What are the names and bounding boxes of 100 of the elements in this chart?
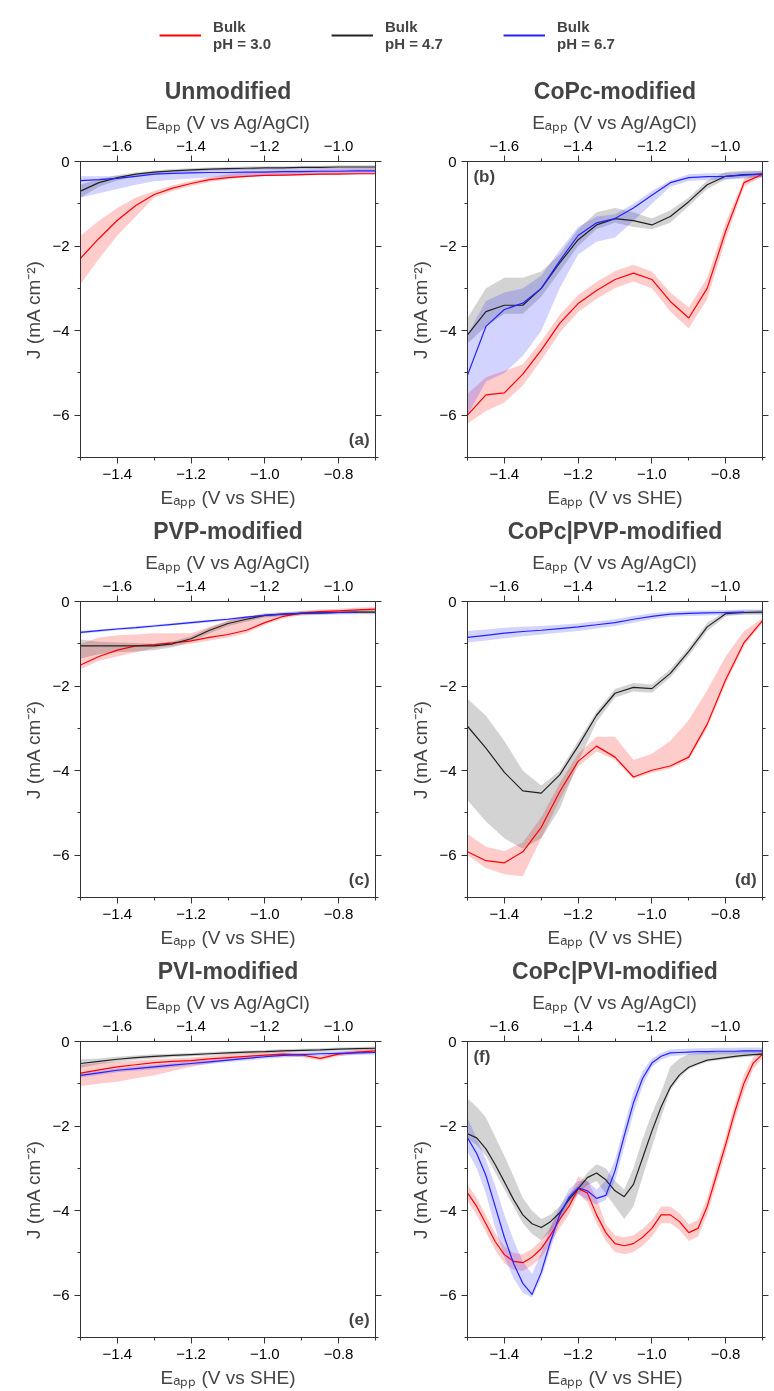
y-tick-label: −2 xyxy=(439,677,457,695)
y-tick-label: −6 xyxy=(439,846,457,864)
x2-tick-label: −1.0 xyxy=(323,136,354,154)
y-tick-label: −4 xyxy=(52,1201,70,1219)
x-tick-label: −0.8 xyxy=(710,464,741,482)
chart-title: CoPc-modified xyxy=(533,77,697,104)
x-axis-title: Eₐₚₚ (V vs SHE) xyxy=(160,1366,296,1389)
x2-tick-label: −1.6 xyxy=(489,576,520,594)
chart-title: Unmodified xyxy=(164,77,292,104)
x-tick-label: −0.8 xyxy=(710,904,741,922)
x2-tick-label: −1.6 xyxy=(102,576,133,594)
chart-title: PVI-modified xyxy=(157,957,299,984)
x2-tick-label: −1.2 xyxy=(250,1016,280,1034)
x2-tick-label: −1.6 xyxy=(489,136,520,154)
annotation: (a) xyxy=(348,429,370,449)
y-tick-label: −4 xyxy=(439,761,457,779)
y-tick-label: −2 xyxy=(439,237,457,255)
y-axis-title: J (mA cm⁻²) xyxy=(410,1141,432,1239)
x-tick-label: −0.8 xyxy=(323,1344,354,1362)
x-tick-label: −1.2 xyxy=(176,464,206,482)
annotation: (b) xyxy=(473,167,496,187)
legend-label: Bulk pH = 3.0 xyxy=(213,18,272,52)
x-tick-label: −0.8 xyxy=(323,904,354,922)
x-axis-title: Eₐₚₚ (V vs SHE) xyxy=(547,926,683,949)
y-tick-label: −6 xyxy=(439,1286,457,1304)
x2-tick-label: −1.4 xyxy=(563,1016,593,1034)
chart-title: CoPc|PVP-modified xyxy=(507,517,723,544)
x2-tick-label: −1.0 xyxy=(710,136,741,154)
x2-axis-title: Eₐₚₚ (V vs Ag/AgCl) xyxy=(145,111,310,134)
x2-tick-label: −1.2 xyxy=(250,576,280,594)
x-tick-label: −1.0 xyxy=(637,904,667,922)
y-tick-label: 0 xyxy=(448,592,457,610)
x-tick-label: −0.8 xyxy=(323,464,354,482)
x2-tick-label: −1.0 xyxy=(323,1016,354,1034)
x2-tick-label: −1.6 xyxy=(102,136,133,154)
y-tick-label: 0 xyxy=(448,152,457,170)
y-tick-label: −6 xyxy=(52,406,70,424)
x2-tick-label: −1.2 xyxy=(637,136,667,154)
x2-tick-label: −1.0 xyxy=(710,576,741,594)
x-tick-label: −1.2 xyxy=(563,464,593,482)
y-tick-label: −4 xyxy=(52,761,70,779)
x2-tick-label: −1.6 xyxy=(489,1016,520,1034)
x-tick-label: −1.0 xyxy=(637,1344,667,1362)
x2-tick-label: −1.2 xyxy=(637,1016,667,1034)
y-axis-title: J (mA cm⁻²) xyxy=(23,701,45,799)
x-axis-title: Eₐₚₚ (V vs SHE) xyxy=(160,486,296,509)
chart-title: CoPc|PVI-modified xyxy=(512,957,718,984)
x-tick-label: −1.4 xyxy=(102,1344,133,1362)
y-tick-label: −2 xyxy=(439,1117,457,1135)
y-tick-label: 0 xyxy=(448,1032,457,1050)
x-tick-label: −1.0 xyxy=(250,904,280,922)
legend-label: Bulk pH = 4.7 xyxy=(385,18,443,52)
x2-tick-label: −1.2 xyxy=(637,576,667,594)
annotation: (f) xyxy=(473,1047,491,1067)
x-tick-label: −1.2 xyxy=(176,904,206,922)
x2-tick-label: −1.4 xyxy=(563,576,593,594)
x2-tick-label: −1.2 xyxy=(250,136,280,154)
y-tick-label: −2 xyxy=(52,237,70,255)
x2-tick-label: −1.4 xyxy=(176,1016,206,1034)
x-tick-label: −1.2 xyxy=(176,1344,206,1362)
y-tick-label: −4 xyxy=(52,321,70,339)
y-axis-title: J (mA cm⁻²) xyxy=(23,261,45,359)
x2-axis-title: Eₐₚₚ (V vs Ag/AgCl) xyxy=(532,111,697,134)
chart-title: PVP-modified xyxy=(153,517,303,544)
y-tick-label: 0 xyxy=(61,592,70,610)
x-axis-title: Eₐₚₚ (V vs SHE) xyxy=(547,486,683,509)
y-tick-label: −4 xyxy=(439,1201,457,1219)
y-tick-label: 0 xyxy=(61,152,70,170)
x2-tick-label: −1.4 xyxy=(176,136,206,154)
x-tick-label: −1.4 xyxy=(489,904,520,922)
y-axis-title: J (mA cm⁻²) xyxy=(410,261,432,359)
x2-tick-label: −1.0 xyxy=(710,1016,741,1034)
y-axis-title: J (mA cm⁻²) xyxy=(23,1141,45,1239)
x-tick-label: −1.0 xyxy=(250,464,280,482)
x-tick-label: −1.2 xyxy=(563,1344,593,1362)
x-tick-label: −1.0 xyxy=(250,1344,280,1362)
x2-tick-label: −1.6 xyxy=(102,1016,133,1034)
x-tick-label: −1.4 xyxy=(102,464,133,482)
y-tick-label: −6 xyxy=(52,1286,70,1304)
annotation: (e) xyxy=(348,1309,370,1329)
y-tick-label: 0 xyxy=(61,1032,70,1050)
x-axis-title: Eₐₚₚ (V vs SHE) xyxy=(547,1366,683,1389)
annotation: (c) xyxy=(348,869,370,889)
x-tick-label: −1.4 xyxy=(102,904,133,922)
y-tick-label: −6 xyxy=(52,846,70,864)
x2-axis-title: Eₐₚₚ (V vs Ag/AgCl) xyxy=(532,551,697,574)
x-tick-label: −1.0 xyxy=(637,464,667,482)
legend-label: Bulk pH = 6.7 xyxy=(556,18,615,52)
x2-axis-title: Eₐₚₚ (V vs Ag/AgCl) xyxy=(532,991,697,1014)
x-tick-label: −1.2 xyxy=(563,904,593,922)
x2-axis-title: Eₐₚₚ (V vs Ag/AgCl) xyxy=(145,991,310,1014)
x2-tick-label: −1.0 xyxy=(323,576,354,594)
x2-axis-title: Eₐₚₚ (V vs Ag/AgCl) xyxy=(145,551,310,574)
x-axis-title: Eₐₚₚ (V vs SHE) xyxy=(160,926,296,949)
y-tick-label: −6 xyxy=(439,406,457,424)
y-tick-label: −2 xyxy=(52,677,70,695)
x2-tick-label: −1.4 xyxy=(176,576,206,594)
y-tick-label: −4 xyxy=(439,321,457,339)
x-tick-label: −0.8 xyxy=(710,1344,741,1362)
x-tick-label: −1.4 xyxy=(489,1344,520,1362)
